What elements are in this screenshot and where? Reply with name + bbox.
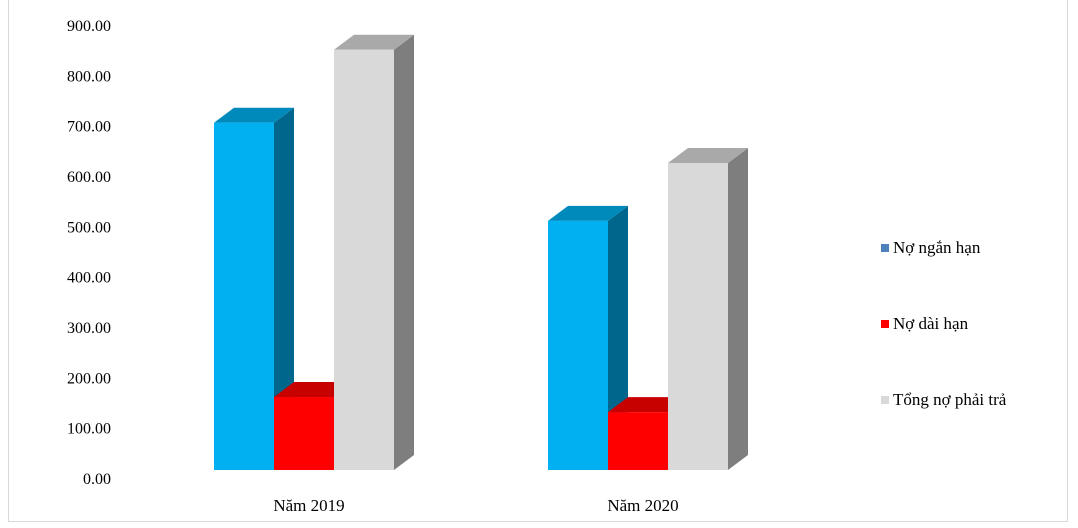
legend-label: Nợ dài hạn [893, 314, 969, 333]
bar-front-face [608, 412, 668, 470]
legend-swatch [881, 396, 889, 404]
legend-item-no-dai-han: Nợ dài hạn [881, 310, 1071, 338]
y-tick-label: 400.00 [67, 270, 111, 287]
y-tick-label: 300.00 [67, 320, 111, 337]
chart-plot: 0.00 100.00 200.00 300.00 400.00 500.00 600.00… [67, 18, 748, 515]
legend-label: Nợ ngắn hạn [893, 238, 981, 257]
bar [214, 107, 294, 470]
legend-swatch [881, 320, 889, 328]
legend-item-tong-no-phai-tra: Tổng nợ phải trả [881, 386, 1071, 414]
y-tick-label: 200.00 [67, 370, 111, 387]
bar-side-face [274, 107, 294, 470]
bar-side-face [394, 34, 414, 470]
x-tick-label: Năm 2019 [273, 496, 344, 515]
bars [214, 34, 748, 470]
bar-front-face [548, 220, 608, 470]
y-axis: 0.00 100.00 200.00 300.00 400.00 500.00 600.00… [67, 18, 111, 488]
bar-front-face [274, 397, 334, 470]
bar-top-face [334, 34, 414, 50]
legend-item-no-ngan-han: Nợ ngắn hạn [881, 234, 1071, 262]
bar-top-face [668, 147, 748, 163]
y-tick-label: 600.00 [67, 169, 111, 186]
x-tick-label: Năm 2020 [607, 496, 678, 515]
bar-side-face [728, 147, 748, 470]
legend-swatch [881, 244, 889, 252]
bar-front-face [214, 122, 274, 470]
x-axis: Năm 2019 Năm 2020 [273, 496, 678, 515]
bar [668, 147, 748, 470]
y-tick-label: 500.00 [67, 219, 111, 236]
y-tick-label: 100.00 [67, 421, 111, 438]
chart-frame: 0.00 100.00 200.00 300.00 400.00 500.00 600.00… [8, 0, 1068, 522]
bar [334, 34, 414, 470]
legend: Nợ ngắn hạn Nợ dài hạn Tổng nợ phải trả [881, 234, 1071, 462]
legend-label: Tổng nợ phải trả [893, 390, 1007, 409]
y-tick-label: 900.00 [67, 18, 111, 35]
bar-front-face [334, 49, 394, 470]
y-tick-label: 700.00 [67, 119, 111, 136]
y-tick-label: 0.00 [83, 471, 111, 488]
bar-front-face [668, 162, 728, 470]
y-tick-label: 800.00 [67, 68, 111, 85]
bar-top-face [548, 205, 628, 221]
bar-top-face [214, 107, 294, 123]
